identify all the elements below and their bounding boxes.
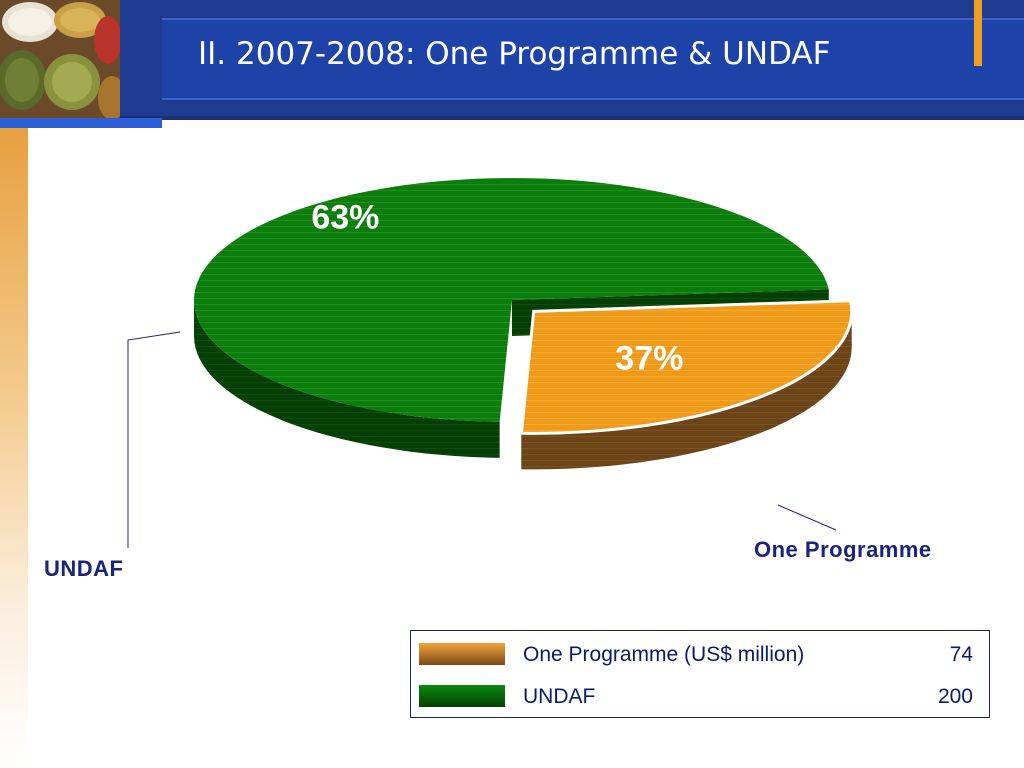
legend-swatch-one-programme [419,643,505,665]
header-title-bar [162,18,1024,100]
header-divider [0,116,1024,120]
callout-label-one-programme: One Programme [754,537,932,562]
legend-label-one-programme: One Programme (US$ million) [523,643,805,666]
pie-top-undaf [193,178,829,422]
callout-label-undaf: UNDAF [44,556,124,581]
pie-side-undaf [194,300,500,458]
callout-line-undaf [127,331,181,548]
header-accent-orange [974,0,982,66]
pie-percent-label-one-programme: 37% [615,339,683,377]
legend-label-undaf: UNDAF [523,685,596,708]
page-title: II. 2007-2008: One Programme & UNDAF [198,36,831,72]
pie-percent-label-undaf: 63% [311,199,379,237]
callout-line-one-programme [777,504,837,531]
legend-row-one-programme: One Programme (US$ million) 74 [411,637,989,667]
side-gradient-bar [0,128,28,768]
grain-sacks-photo [0,0,120,118]
legend-row-undaf: UNDAF 200 [411,679,989,709]
legend: One Programme (US$ million) 74 UNDAF 200 [410,630,990,718]
pie-side-one-programme [521,311,852,470]
legend-swatch-undaf [419,685,505,707]
pie-top-one-programme [519,299,854,435]
header-accent-blue [0,118,162,128]
legend-value-one-programme: 74 [949,643,973,666]
pie-slice-one-programme: 37% [519,299,854,470]
legend-value-undaf: 200 [937,685,973,708]
